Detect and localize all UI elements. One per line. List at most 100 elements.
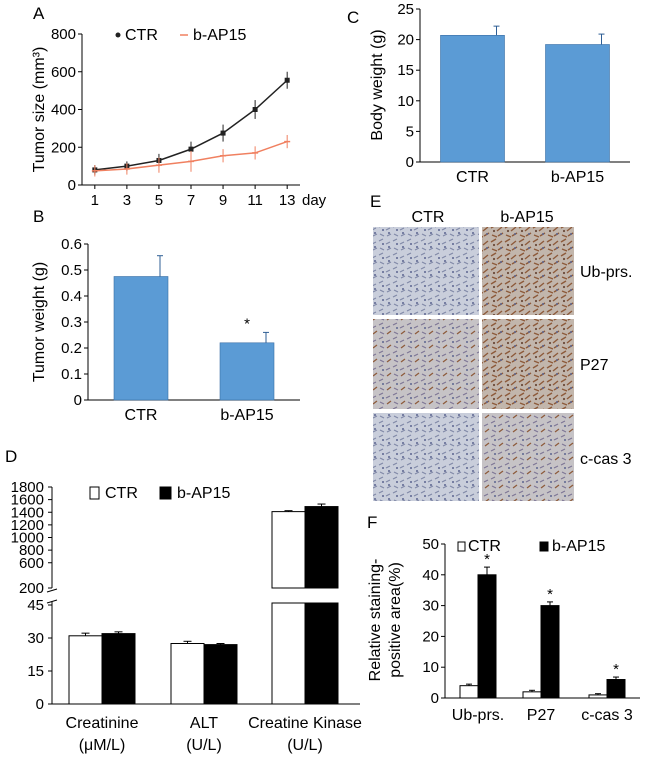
- ihc-col-label-bap15: b-AP15: [500, 209, 553, 226]
- bar: [101, 633, 136, 705]
- y-axis-label-line2: positive area(%): [387, 562, 404, 678]
- y-tick-label: 0: [68, 177, 76, 194]
- x-tick-label: 1: [91, 192, 99, 209]
- legend-swatch-ctr: [457, 541, 466, 552]
- y-tick-label: 1200: [11, 517, 44, 534]
- y-tick-label: 30: [27, 630, 44, 647]
- y-tick-label: 15: [397, 62, 414, 79]
- y-tick-label: 0: [431, 690, 439, 707]
- x-category-label: Creatinine: [66, 715, 139, 732]
- significance-marker: *: [244, 315, 250, 332]
- y-tick-label: 1800: [11, 479, 44, 496]
- axis-break-mark: [46, 599, 58, 604]
- y-tick-label: 40: [422, 567, 439, 584]
- bar: [606, 679, 626, 699]
- y-tick-label: 15: [27, 663, 44, 680]
- y-tick-label: 800: [19, 542, 44, 559]
- legend-label-ctr: CTR: [105, 485, 138, 502]
- y-tick-label: 30: [422, 598, 439, 615]
- panel-label-e: E: [370, 192, 381, 211]
- y-tick-label: 0.3: [61, 314, 82, 331]
- x-unit-label: day: [302, 192, 327, 209]
- y-axis-label: Tumor weight (g): [31, 262, 48, 382]
- panel-label-b: B: [33, 207, 44, 226]
- significance-marker: *: [484, 551, 490, 568]
- y-tick-label: 0: [36, 696, 44, 713]
- legend-label-ctr: CTR: [468, 538, 501, 555]
- x-category-label: Creatine Kinase: [248, 715, 362, 732]
- x-category-label: CTR: [456, 169, 489, 186]
- data-point: [284, 77, 290, 83]
- ihc-image-ctr-p27: [373, 319, 479, 409]
- y-tick-label: 50: [422, 536, 439, 553]
- x-tick-label: 7: [187, 192, 195, 209]
- y-tick-label: 0: [74, 392, 82, 409]
- x-category-unit: (U/L): [186, 737, 222, 754]
- bar: [540, 605, 560, 699]
- significance-marker: *: [547, 586, 553, 603]
- y-axis-label: Tumor size (mm³): [31, 47, 48, 173]
- y-tick-label: 20: [422, 628, 439, 645]
- y-tick-label: 200: [51, 139, 76, 156]
- bar: [304, 506, 339, 589]
- x-category-label: Ub-prs.: [452, 707, 504, 724]
- bar: [477, 574, 497, 699]
- y-tick-label: 600: [19, 555, 44, 572]
- y-tick-label: 0.1: [61, 366, 82, 383]
- x-category-label: CTR: [125, 407, 158, 424]
- x-tick-label: 11: [247, 192, 263, 209]
- ihc-image-ctr-ccas3: [373, 413, 479, 501]
- panel-label-f: F: [367, 513, 377, 532]
- y-tick-label: 0.4: [61, 288, 82, 305]
- bar: [219, 342, 275, 401]
- chart-c-body-weight: 0 5 10 15 20 25 CTR b-AP15 Body weight (g): [369, 1, 630, 186]
- x-category-label: c-cas 3: [581, 707, 633, 724]
- y-tick-label: 5: [406, 123, 414, 140]
- legend-swatch-ctr: [89, 486, 100, 500]
- legend-label-bap15: b-AP15: [193, 27, 246, 44]
- x-category-label: ALT: [190, 715, 218, 732]
- x-tick-label: 5: [155, 192, 163, 209]
- y-tick-label: 0.6: [61, 236, 82, 253]
- legend-marker-ctr: [115, 32, 121, 38]
- x-category-unit: (U/L): [287, 737, 323, 754]
- chart-b-tumor-weight: 0 0.1 0.2 0.3 0.4 0.5 0.6 CTR b-AP15 * Tumor weigh…: [31, 236, 300, 424]
- panel-label-d: D: [5, 447, 17, 466]
- legend-label-ctr: CTR: [125, 27, 158, 44]
- y-tick-label: 0: [406, 154, 414, 171]
- ihc-col-label-ctr: CTR: [412, 209, 445, 226]
- y-tick-label: 600: [51, 64, 76, 81]
- bar: [522, 691, 542, 699]
- bar: [68, 635, 103, 705]
- chart-f-staining-area: 0 10 20 30 40 50 * * * Ub-prs. P27 c-cas 3 Relative …: [367, 536, 640, 724]
- x-category-unit: (μM/L): [79, 737, 126, 754]
- y-tick-label: 10: [397, 93, 414, 110]
- x-tick-label: 3: [123, 192, 131, 209]
- x-category-label: b-AP15: [220, 407, 273, 424]
- legend-label-bap15: b-AP15: [552, 538, 605, 555]
- panel-label-c: C: [347, 8, 359, 27]
- ihc-image-bap15-ubprs: [482, 227, 574, 315]
- x-category-label: b-AP15: [551, 169, 604, 186]
- bar: [113, 276, 169, 401]
- y-tick-label: 800: [51, 26, 76, 43]
- x-tick-label: 13: [279, 192, 296, 209]
- data-point: [252, 107, 258, 112]
- legend-label-bap15: b-AP15: [177, 485, 230, 502]
- legend-swatch-bap15: [159, 486, 172, 500]
- y-tick-label: 0.5: [61, 262, 82, 279]
- y-tick-label: 1000: [11, 530, 44, 547]
- y-axis-label: Body weight (g): [369, 29, 386, 140]
- y-tick-label: 400: [51, 102, 76, 119]
- ihc-row-label-p27: P27: [580, 357, 609, 374]
- data-point: [188, 146, 194, 152]
- y-tick-label: 1600: [11, 492, 44, 509]
- y-tick-label: 25: [397, 1, 414, 18]
- bar: [304, 602, 339, 705]
- bar: [545, 44, 610, 163]
- y-tick-label: 45: [27, 597, 44, 614]
- bar: [459, 685, 479, 699]
- ihc-image-bap15-p27: [482, 319, 574, 409]
